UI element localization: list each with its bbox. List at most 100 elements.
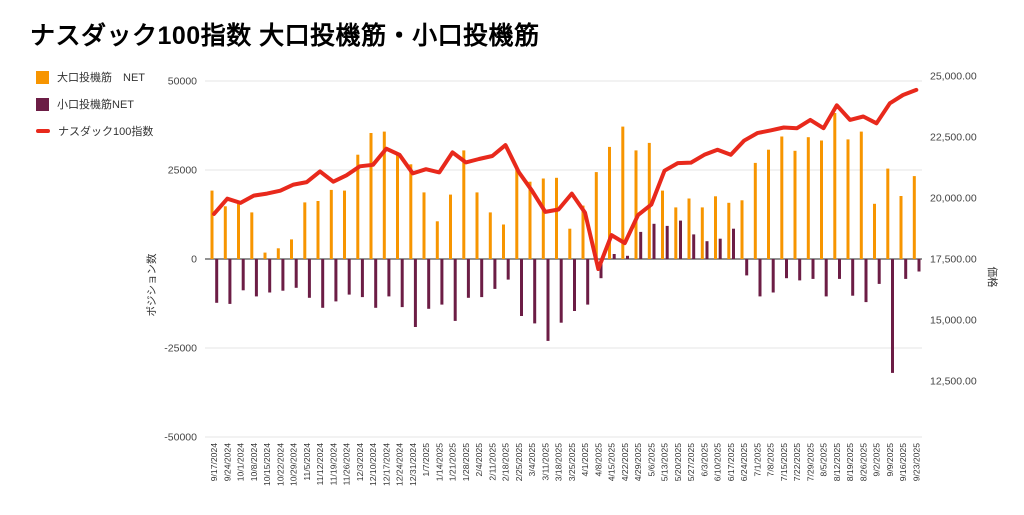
date-label: 1/21/2025 bbox=[448, 443, 458, 481]
bar bbox=[276, 248, 280, 259]
bar bbox=[758, 259, 762, 297]
bar bbox=[488, 212, 492, 259]
bar bbox=[334, 259, 338, 302]
bar bbox=[740, 200, 744, 259]
date-label: 2/11/2025 bbox=[487, 443, 497, 481]
bar bbox=[360, 259, 364, 298]
date-label: 1/14/2025 bbox=[434, 443, 444, 481]
date-label: 2/25/2025 bbox=[514, 443, 524, 481]
bar bbox=[356, 154, 360, 259]
bars-small-speculators bbox=[215, 220, 921, 373]
bar bbox=[506, 259, 510, 280]
date-label: 4/22/2025 bbox=[620, 443, 630, 481]
date-label: 10/1/2024 bbox=[236, 443, 246, 481]
bar bbox=[541, 178, 545, 259]
bar bbox=[612, 254, 616, 259]
bar bbox=[387, 259, 391, 297]
bar bbox=[687, 198, 691, 259]
legend-item-small-speculators: 小口投機筋NET bbox=[36, 96, 153, 112]
date-label: 9/23/2025 bbox=[911, 443, 921, 481]
bar bbox=[347, 259, 351, 295]
bar bbox=[303, 202, 307, 259]
bar bbox=[899, 196, 903, 259]
date-label: 7/15/2025 bbox=[779, 443, 789, 481]
date-label: 12/24/2024 bbox=[395, 443, 405, 486]
date-label: 4/15/2025 bbox=[607, 443, 617, 481]
date-label: 7/1/2025 bbox=[752, 443, 762, 477]
bar bbox=[753, 162, 757, 259]
date-label: 3/18/2025 bbox=[554, 443, 564, 481]
bar bbox=[427, 259, 431, 309]
bar bbox=[891, 259, 894, 373]
bar bbox=[621, 126, 625, 259]
date-label: 11/26/2024 bbox=[342, 443, 352, 486]
right-tick-label: 20,000.00 bbox=[930, 193, 977, 205]
left-tick-label: 50000 bbox=[168, 76, 197, 88]
bar bbox=[294, 259, 298, 288]
bar bbox=[692, 234, 696, 259]
bar bbox=[877, 259, 881, 284]
date-label: 4/8/2025 bbox=[593, 443, 603, 477]
bar bbox=[321, 259, 325, 308]
bar bbox=[665, 225, 669, 259]
right-axis-title: 価格 bbox=[986, 267, 999, 288]
bar bbox=[767, 149, 770, 259]
legend-swatch-square-icon bbox=[36, 97, 49, 111]
bar bbox=[374, 259, 378, 308]
bar bbox=[586, 259, 590, 305]
bar bbox=[833, 113, 837, 259]
bar bbox=[912, 176, 916, 259]
bar bbox=[329, 189, 333, 259]
bar bbox=[745, 259, 749, 276]
bar bbox=[263, 252, 267, 259]
bar bbox=[573, 259, 576, 311]
bar bbox=[626, 255, 629, 259]
date-label: 9/24/2024 bbox=[222, 443, 232, 481]
date-label: 6/24/2025 bbox=[739, 443, 749, 481]
bar bbox=[599, 259, 603, 279]
bar bbox=[718, 238, 722, 259]
bar bbox=[440, 259, 444, 305]
legend-item-large-speculators: 大口投機筋 NET bbox=[36, 69, 153, 85]
right-tick-label: 17,500.00 bbox=[930, 254, 977, 266]
date-label: 4/1/2025 bbox=[580, 443, 590, 477]
bar bbox=[824, 259, 828, 297]
bar bbox=[780, 136, 784, 259]
bar bbox=[555, 177, 558, 259]
date-label: 11/19/2024 bbox=[328, 443, 338, 486]
bar bbox=[462, 150, 466, 259]
date-label: 11/12/2024 bbox=[315, 443, 325, 486]
date-label: 9/16/2025 bbox=[898, 443, 908, 481]
left-tick-label: 25000 bbox=[168, 165, 197, 177]
bar bbox=[396, 152, 399, 259]
bar bbox=[652, 223, 656, 259]
bar bbox=[705, 241, 709, 259]
bar bbox=[290, 239, 293, 259]
bar bbox=[369, 133, 373, 259]
bar bbox=[316, 201, 320, 259]
date-label: 2/18/2025 bbox=[501, 443, 511, 481]
date-label: 1/28/2025 bbox=[461, 443, 471, 481]
legend-label: 小口投機筋NET bbox=[57, 99, 134, 111]
date-label: 12/17/2024 bbox=[381, 443, 391, 486]
left-tick-label: 0 bbox=[191, 254, 197, 266]
bar bbox=[568, 228, 572, 259]
bar bbox=[413, 259, 417, 327]
bar bbox=[281, 259, 285, 291]
bar bbox=[873, 203, 876, 259]
date-label: 7/8/2025 bbox=[766, 443, 776, 477]
legend-item-nasdaq100-index: ナスダック100指数 bbox=[36, 123, 153, 139]
bar bbox=[594, 172, 598, 259]
date-label: 12/10/2024 bbox=[368, 443, 378, 486]
bar bbox=[798, 259, 802, 281]
bar bbox=[661, 190, 664, 259]
bars-large-speculators bbox=[210, 113, 916, 259]
bar bbox=[859, 131, 863, 259]
date-label: 12/31/2024 bbox=[408, 443, 418, 486]
date-label: 8/12/2025 bbox=[832, 443, 842, 481]
bar bbox=[435, 221, 439, 259]
bar bbox=[714, 196, 717, 259]
date-label: 5/13/2025 bbox=[660, 443, 670, 481]
date-label: 7/22/2025 bbox=[792, 443, 802, 481]
